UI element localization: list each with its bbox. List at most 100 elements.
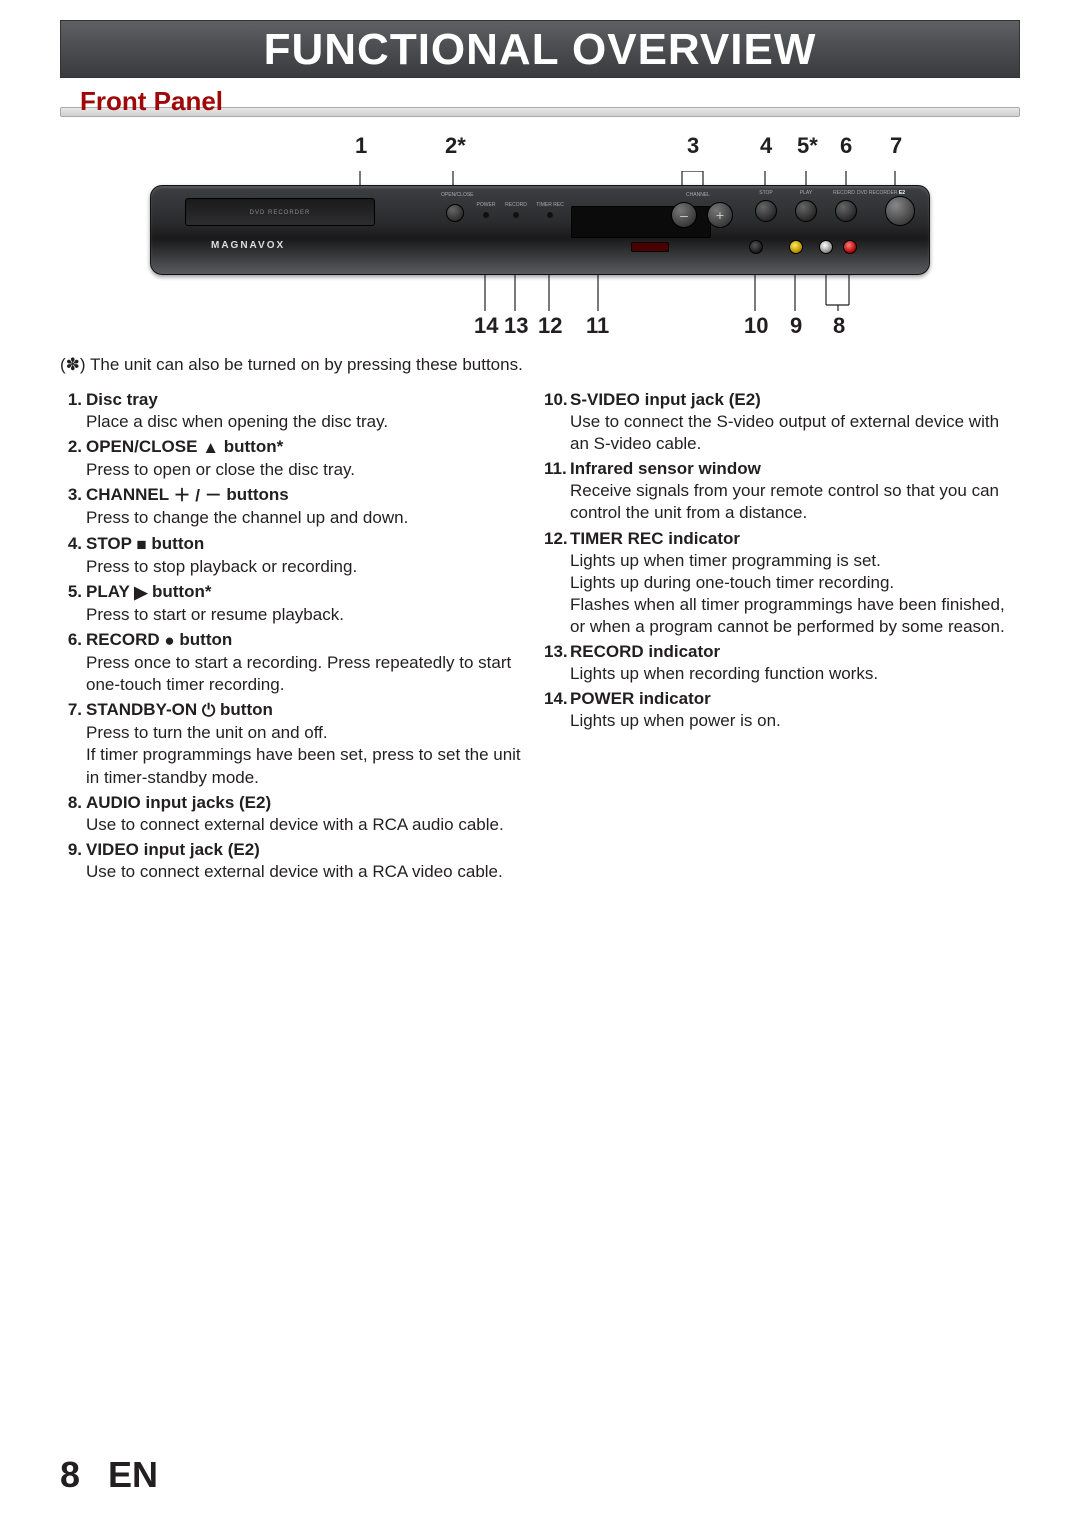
item-symbol-icon: ▶	[134, 582, 147, 604]
list-item: 7.STANDBY-ON ⏻ buttonPress to turn the u…	[60, 699, 536, 788]
item-body: POWER indicatorLights up when power is o…	[570, 688, 1020, 732]
callout-3: 3	[687, 133, 699, 159]
item-number: 9.	[60, 839, 86, 883]
callout-6: 6	[840, 133, 852, 159]
item-description: Lights up when timer programming is set.	[570, 550, 1020, 572]
item-number: 7.	[60, 699, 86, 788]
left-column: 1.Disc trayPlace a disc when opening the…	[60, 389, 536, 886]
item-body: AUDIO input jacks (E2) Use to connect ext…	[86, 792, 536, 836]
open-close-button	[446, 204, 464, 222]
callout-1: 1	[355, 133, 367, 159]
item-number: 13.	[544, 641, 570, 685]
callout-5: 5*	[797, 133, 818, 159]
callout-2: 2*	[445, 133, 466, 159]
item-number: 8.	[60, 792, 86, 836]
timerrec-label: TIMER REC	[535, 202, 565, 208]
record-indicator	[513, 212, 519, 218]
audio-l-jack	[819, 240, 833, 254]
item-title: CHANNEL ＋ / － buttons	[86, 485, 289, 504]
item-body: VIDEO input jack (E2) Use to connect exte…	[86, 839, 536, 883]
callout-11: 11	[586, 313, 609, 339]
power-indicator	[483, 212, 489, 218]
item-body: S-VIDEO input jack (E2) Use to connect th…	[570, 389, 1020, 455]
channel-label: CHANNEL	[683, 192, 713, 198]
item-description: Press to turn the unit on and off.	[86, 722, 536, 744]
bottom-leader-lines	[150, 275, 930, 311]
item-number: 10.	[544, 389, 570, 455]
item-body: STOP ■ buttonPress to stop playback or r…	[86, 533, 536, 578]
description-columns: 1.Disc trayPlace a disc when opening the…	[60, 389, 1020, 886]
item-symbol-icon: ■	[136, 534, 146, 556]
stop-button	[755, 200, 777, 222]
right-column: 10.S-VIDEO input jack (E2) Use to connect…	[544, 389, 1020, 886]
standby-label: DVD RECORDER E2	[851, 190, 911, 196]
item-symbol-icon: ＋ / －	[174, 485, 222, 507]
page-footer: 8 EN	[60, 1454, 158, 1496]
item-description: Press to open or close the disc tray.	[86, 459, 536, 481]
callout-14: 14	[474, 313, 498, 339]
section-heading: Front Panel	[60, 86, 1020, 117]
item-title: PLAY ▶ button*	[86, 582, 211, 601]
top-leader-lines	[150, 171, 930, 185]
section-title: Front Panel	[80, 86, 1020, 117]
item-number: 12.	[544, 528, 570, 638]
record-label: RECORD	[501, 202, 531, 208]
list-item: 10.S-VIDEO input jack (E2) Use to connect…	[544, 389, 1020, 455]
item-description: Lights up when recording function works.	[570, 663, 1020, 685]
page-language: EN	[108, 1454, 158, 1495]
callout-4: 4	[760, 133, 772, 159]
item-title: S-VIDEO input jack (E2)	[570, 390, 761, 409]
item-description: Use to connect external device with a RC…	[86, 814, 536, 836]
callout-8: 8	[833, 313, 845, 339]
item-description: Press to change the channel up and down.	[86, 507, 536, 529]
callout-7: 7	[890, 133, 902, 159]
record-button	[835, 200, 857, 222]
item-number: 14.	[544, 688, 570, 732]
audio-r-jack	[843, 240, 857, 254]
disc-tray: DVD RECORDER	[185, 198, 375, 226]
item-number: 11.	[544, 458, 570, 524]
item-title: STOP ■ button	[86, 534, 204, 553]
device-front-panel: DVD RECORDER MAGNAVOX OPEN/CLOSE POWER R…	[150, 185, 930, 275]
item-body: OPEN/CLOSE ▲ button* Press to open or clo…	[86, 436, 536, 481]
item-description: Use to connect external device with a RC…	[86, 861, 536, 883]
page-number: 8	[60, 1454, 80, 1495]
stop-label: STOP	[751, 190, 781, 196]
asterisk-footnote: (✽) The unit can also be turned on by pr…	[60, 355, 1020, 375]
item-body: STANDBY-ON ⏻ buttonPress to turn the uni…	[86, 699, 536, 788]
list-item: 12.TIMER REC indicatorLights up when tim…	[544, 528, 1020, 638]
callout-9: 9	[790, 313, 802, 339]
list-item: 8.AUDIO input jacks (E2) Use to connect e…	[60, 792, 536, 836]
item-title: POWER indicator	[570, 689, 711, 708]
item-symbol-icon: ●	[164, 630, 174, 652]
item-title: Infrared sensor window	[570, 459, 761, 478]
item-description: Use to connect the S-video output of ext…	[570, 411, 1020, 455]
tray-label: DVD RECORDER	[250, 210, 311, 216]
open-close-label: OPEN/CLOSE	[441, 192, 471, 198]
list-item: 1.Disc trayPlace a disc when opening the…	[60, 389, 536, 433]
callout-12: 12	[538, 313, 562, 339]
item-description: Press to start or resume playback.	[86, 604, 536, 626]
callout-10: 10	[744, 313, 768, 339]
item-title: RECORD ● button	[86, 630, 232, 649]
page-title-bar: FUNCTIONAL OVERVIEW	[60, 20, 1020, 78]
item-title: AUDIO input jacks (E2)	[86, 793, 271, 812]
item-body: Infrared sensor windowReceive signals fr…	[570, 458, 1020, 524]
item-body: TIMER REC indicatorLights up when timer …	[570, 528, 1020, 638]
item-number: 2.	[60, 436, 86, 481]
item-number: 4.	[60, 533, 86, 578]
bottom-callouts: 14 13 12 11 10 9 8	[150, 313, 930, 343]
item-body: CHANNEL ＋ / － buttons Press to change the…	[86, 484, 536, 529]
item-description: Press once to start a recording. Press r…	[86, 652, 536, 696]
front-panel-diagram: 1 2* 3 4 5* 6 7 DVD RECORDER MAGNAVOX OP…	[150, 133, 930, 343]
item-title: OPEN/CLOSE ▲ button*	[86, 437, 283, 456]
item-body: RECORD ● button Press once to start a rec…	[86, 629, 536, 696]
ir-sensor	[631, 242, 669, 252]
item-title: Disc tray	[86, 390, 158, 409]
list-item: 11.Infrared sensor windowReceive signals…	[544, 458, 1020, 524]
list-item: 14.POWER indicatorLights up when power i…	[544, 688, 1020, 732]
item-title: VIDEO input jack (E2)	[86, 840, 260, 859]
item-number: 5.	[60, 581, 86, 626]
list-item: 3.CHANNEL ＋ / － buttonsPress to change t…	[60, 484, 536, 529]
list-item: 2.OPEN/CLOSE ▲ button* Press to open or c…	[60, 436, 536, 481]
